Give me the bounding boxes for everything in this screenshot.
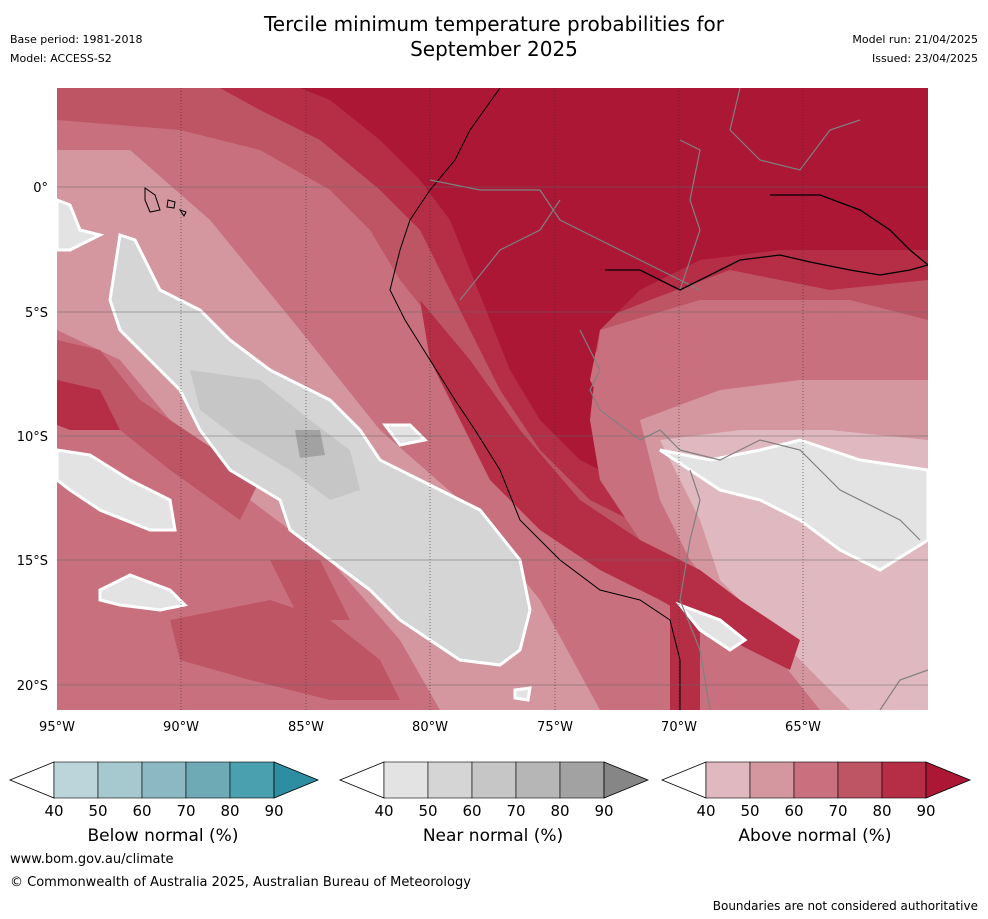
colorbar-tick-label: 60 — [784, 802, 803, 820]
colorbar-over-triangle — [273, 761, 320, 799]
colorbar-swatch — [427, 761, 473, 799]
lat-label-20s: 20°S — [17, 679, 48, 694]
colorbar-tick-label: 50 — [418, 802, 437, 820]
colorbar-swatch — [837, 761, 883, 799]
colorbar-tick-label: 80 — [550, 802, 569, 820]
colorbar-tick-label: 90 — [594, 802, 613, 820]
lon-label-90w: 90°W — [163, 720, 199, 735]
lon-label-95w: 95°W — [39, 720, 75, 735]
title-line-1: Tercile minimum temperature probabilitie… — [263, 12, 725, 36]
colorbar-swatch — [705, 761, 751, 799]
colorbar-swatch — [559, 761, 605, 799]
colorbar-swatch — [749, 761, 795, 799]
lon-label-85w: 85°W — [288, 720, 324, 735]
header-meta-left: Base period: 1981-2018 Model: ACCESS-S2 — [10, 30, 142, 68]
title-line-2: September 2025 — [410, 37, 578, 61]
colorbar-over-triangle — [925, 761, 972, 799]
colorbar-swatch — [229, 761, 275, 799]
colorbar-under-triangle — [8, 761, 55, 799]
colorbar-swatch — [97, 761, 143, 799]
colorbar-tick-label: 70 — [176, 802, 195, 820]
lon-label-75w: 75°W — [537, 720, 573, 735]
legend-near-normal: 40 50 60 70 80 90 — [338, 761, 650, 820]
colorbar-swatch — [515, 761, 561, 799]
legend-above-normal: 40 50 60 70 80 90 — [660, 761, 972, 820]
model-run-text: Model run: 21/04/2025 — [852, 33, 978, 46]
lon-label-70w: 70°W — [661, 720, 697, 735]
country-borders — [429, 88, 928, 710]
colorbar-tick-label: 60 — [462, 802, 481, 820]
colorbar-swatch — [141, 761, 187, 799]
colorbar-tick-label: 50 — [740, 802, 759, 820]
lat-label-5s: 5°S — [25, 306, 48, 321]
colorbar-swatch — [471, 761, 517, 799]
lat-label-10s: 10°S — [17, 430, 48, 445]
colorbar-tick-label: 70 — [828, 802, 847, 820]
footer-disclaimer: Boundaries are not considered authoritat… — [712, 899, 978, 913]
colorbar-tick-label: 90 — [264, 802, 283, 820]
header-meta-right: Model run: 21/04/2025 Issued: 23/04/2025 — [852, 30, 978, 68]
colorbar-under-triangle — [338, 761, 385, 799]
lon-label-65w: 65°W — [785, 720, 821, 735]
colorbar-swatch — [881, 761, 927, 799]
legend-title-below: Below normal (%) — [87, 826, 239, 846]
colorbar-tick-label: 40 — [374, 802, 393, 820]
model-text: Model: ACCESS-S2 — [10, 52, 112, 65]
colorbar-swatch — [185, 761, 231, 799]
latitude-lines — [57, 186, 928, 686]
galapagos-islands — [144, 187, 187, 217]
base-period-text: Base period: 1981-2018 — [10, 33, 143, 46]
map-field — [57, 88, 928, 710]
legend-title-above: Above normal (%) — [738, 826, 892, 846]
page-title: Tercile minimum temperature probabilitie… — [0, 12, 988, 62]
colorbar-swatch — [53, 761, 99, 799]
lon-label-80w: 80°W — [412, 720, 448, 735]
legend-below-normal: 40 50 60 70 80 90 — [8, 761, 320, 820]
lat-label-0: 0° — [33, 181, 48, 196]
colorbar-tick-label: 70 — [506, 802, 525, 820]
colorbar-over-triangle — [603, 761, 650, 799]
footer-copyright: © Commonwealth of Australia 2025, Austra… — [10, 875, 471, 890]
colorbar-tick-label: 40 — [44, 802, 63, 820]
colorbar-tick-label: 80 — [872, 802, 891, 820]
colorbar-tick-label: 90 — [916, 802, 935, 820]
issued-text: Issued: 23/04/2025 — [871, 52, 978, 65]
colorbar-tick-label: 80 — [220, 802, 239, 820]
colorbar-tick-label: 60 — [132, 802, 151, 820]
legend-title-near: Near normal (%) — [422, 826, 564, 846]
colorbar-swatch — [383, 761, 429, 799]
footer-url: www.bom.gov.au/climate — [10, 852, 174, 867]
colorbar-swatch — [793, 761, 839, 799]
lat-label-15s: 15°S — [17, 554, 48, 569]
colorbar-under-triangle — [660, 761, 707, 799]
colorbar-tick-label: 50 — [88, 802, 107, 820]
colorbar-tick-label: 40 — [696, 802, 715, 820]
